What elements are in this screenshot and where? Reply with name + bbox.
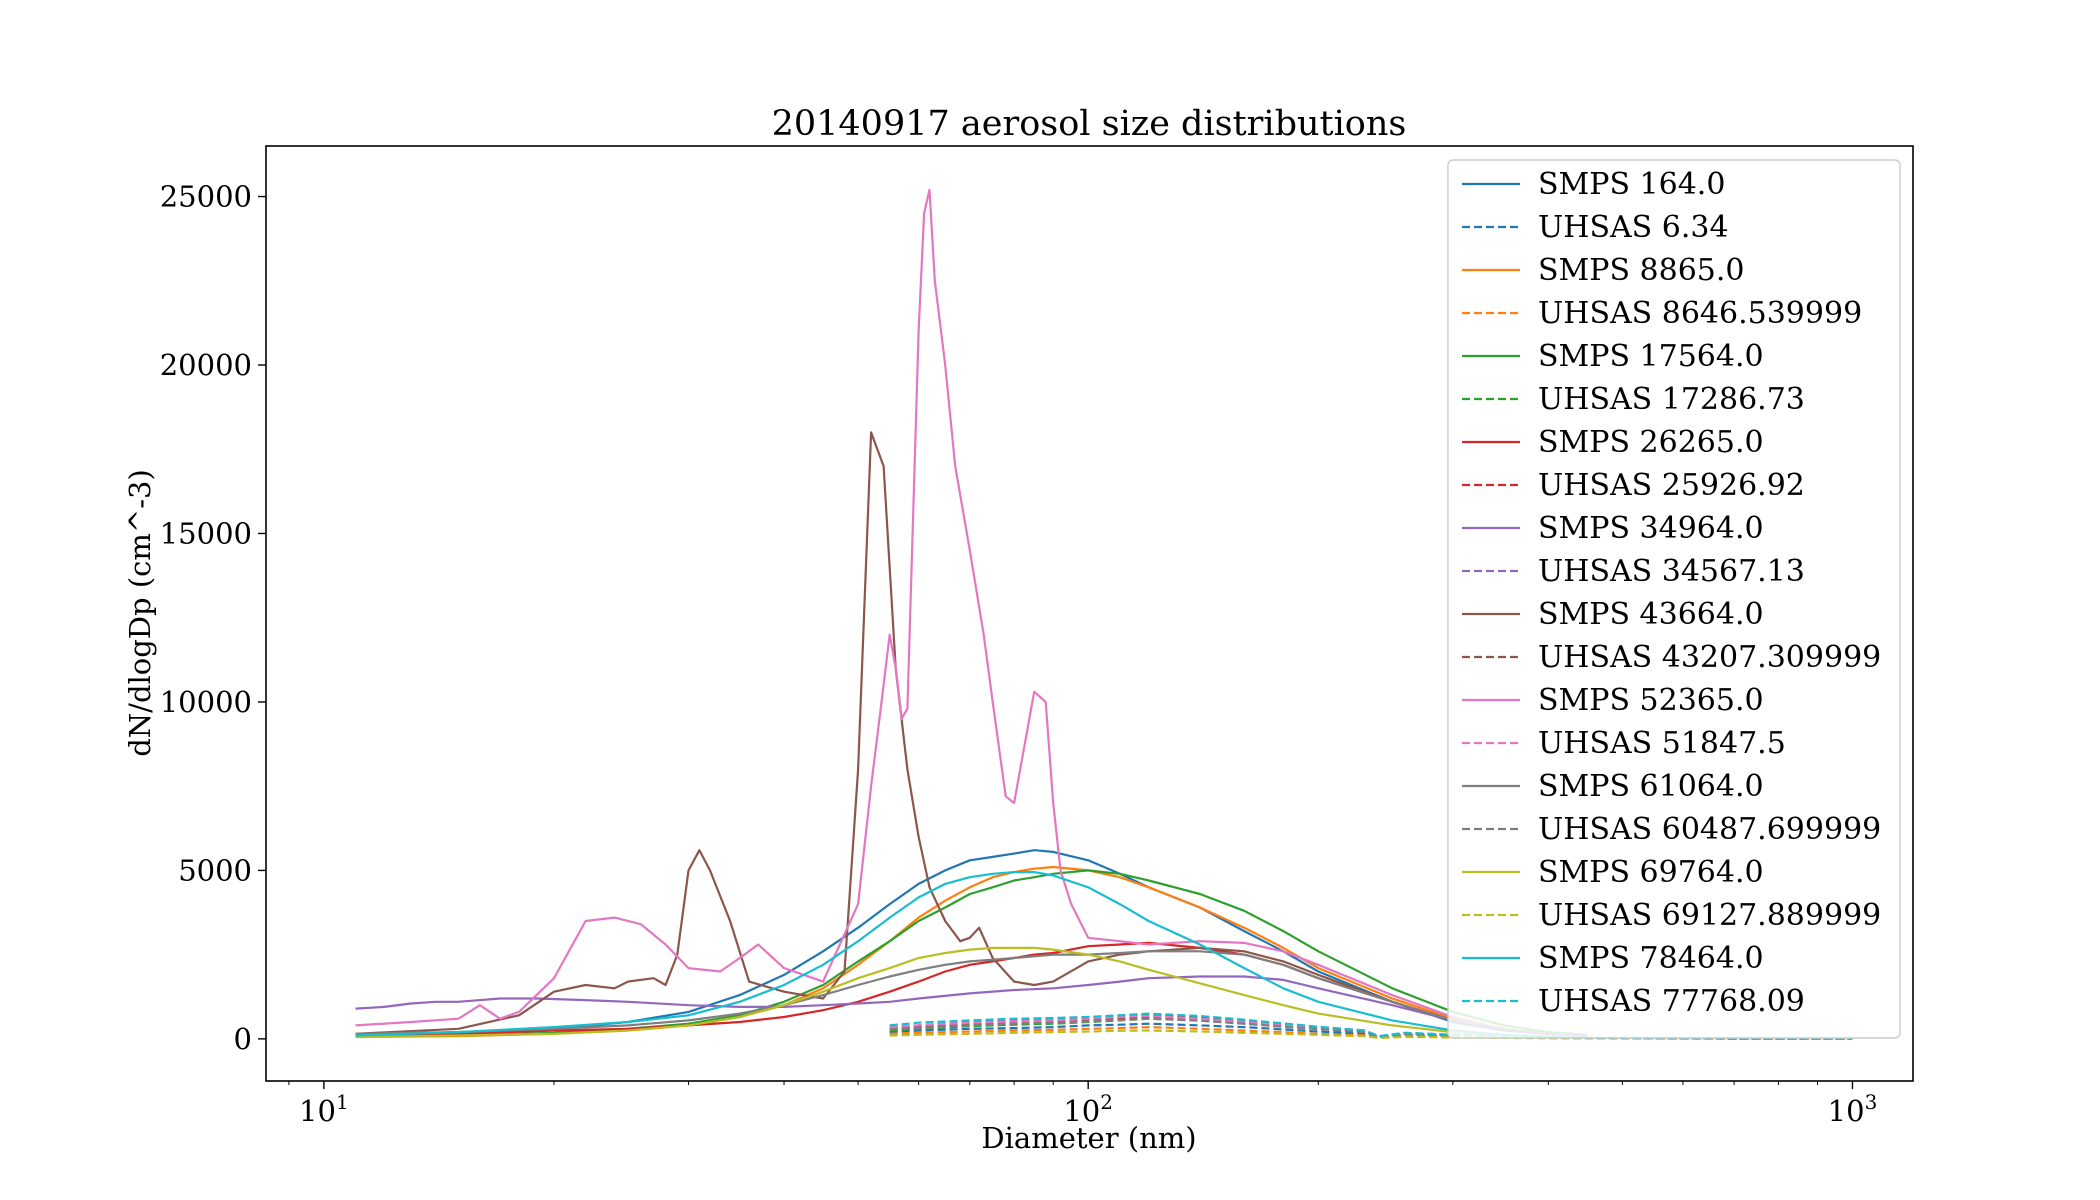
legend: SMPS 164.0 UHSAS 6.34 SMPS 8865.0 UHSAS 864… — [1447, 159, 1901, 1039]
series-line-3 — [889, 1026, 1853, 1040]
series-line-17 — [889, 1029, 1853, 1040]
legend-label-4: SMPS 17564.0 — [1538, 339, 1764, 374]
y-tick-label-3: 15000 — [160, 516, 252, 550]
x-axis-label: Diameter (nm) — [981, 1121, 1196, 1155]
legend-box — [1447, 159, 1901, 1039]
legend-label-7: UHSAS 25926.92 — [1538, 468, 1805, 503]
legend-label-13: UHSAS 51847.5 — [1538, 726, 1786, 761]
series-line-0 — [355, 849, 1588, 1037]
legend-label-6: SMPS 26265.0 — [1538, 425, 1764, 460]
legend-label-11: UHSAS 43207.309999 — [1538, 640, 1881, 675]
y-tick-label-1: 5000 — [178, 853, 252, 887]
series-layer — [355, 188, 1853, 1040]
y-tick-label-2: 10000 — [160, 685, 252, 719]
series-line-10 — [355, 431, 1588, 1037]
legend-label-15: UHSAS 60487.699999 — [1538, 812, 1881, 847]
series-line-4 — [355, 869, 1588, 1038]
x-tick-exponent-1: 2 — [1100, 1090, 1113, 1114]
y-tick-label-0: 0 — [234, 1022, 252, 1056]
legend-label-3: UHSAS 8646.539999 — [1538, 296, 1862, 331]
series-line-13 — [889, 1014, 1853, 1040]
series-line-18 — [355, 871, 1588, 1039]
legend-label-16: SMPS 69764.0 — [1538, 855, 1764, 890]
y-tick-label-5: 25000 — [160, 180, 252, 214]
legend-label-19: UHSAS 77768.09 — [1538, 984, 1805, 1019]
series-line-14 — [355, 950, 1588, 1037]
series-line-19 — [889, 1012, 1853, 1040]
legend-label-12: SMPS 52365.0 — [1538, 683, 1764, 718]
legend-label-5: UHSAS 17286.73 — [1538, 382, 1805, 417]
y-tick-label-4: 20000 — [160, 348, 252, 382]
series-line-8 — [355, 975, 1588, 1037]
series-line-16 — [355, 946, 1588, 1039]
legend-label-14: SMPS 61064.0 — [1538, 769, 1764, 804]
series-line-15 — [889, 1017, 1853, 1040]
x-tick-exponent-0: 1 — [336, 1090, 349, 1114]
plot-frame — [265, 145, 1914, 1082]
legend-label-0: SMPS 164.0 — [1538, 167, 1725, 202]
legend-label-1: UHSAS 6.34 — [1538, 210, 1729, 245]
legend-label-8: SMPS 34964.0 — [1538, 511, 1764, 546]
x-tick-label-0: 101 — [299, 1090, 349, 1128]
series-line-1 — [889, 1022, 1853, 1040]
legend-label-9: UHSAS 34567.13 — [1538, 554, 1805, 589]
legend-label-18: SMPS 78464.0 — [1538, 941, 1764, 976]
series-line-12 — [355, 188, 1588, 1037]
legend-label-17: UHSAS 69127.889999 — [1538, 898, 1881, 933]
chart-title: 20140917 aerosol size distributions — [772, 104, 1407, 144]
y-axis-label: dN/dlogDp (cm^-3) — [123, 469, 157, 757]
legend-label-2: SMPS 8865.0 — [1538, 253, 1745, 288]
legend-label-10: SMPS 43664.0 — [1538, 597, 1764, 632]
x-tick-exponent-2: 3 — [1865, 1090, 1878, 1114]
